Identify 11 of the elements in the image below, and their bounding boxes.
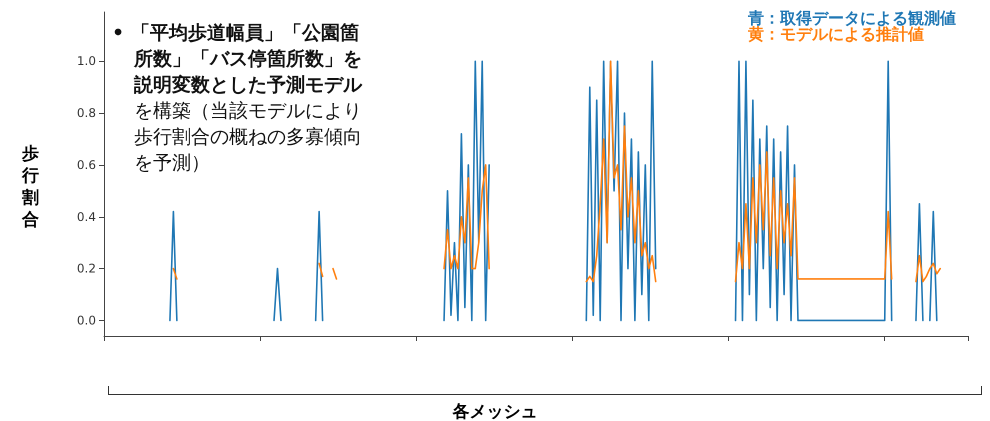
y-tick-label: 0.4	[76, 210, 96, 224]
y-tick-label: 0.8	[76, 106, 96, 120]
annotation: を構築（当該モデルにより歩行割合の概ねの多寡傾向を予測）	[134, 100, 362, 174]
annotation: • 「平均歩道幅員」「公園箇所数」「バス停箇所数」を説明変数とした予測モデル	[112, 22, 362, 96]
y-tick-label: 0.2	[76, 262, 96, 276]
y-tick-label: 0.0	[76, 313, 96, 328]
y-axis-title: 歩行割合	[22, 143, 40, 231]
x-axis-title: 各メッシュ	[451, 401, 538, 421]
y-tick-label: 1.0	[76, 54, 96, 68]
text: 青：取得データによる観測値	[747, 8, 956, 28]
y-tick-label: 0.6	[76, 158, 96, 172]
